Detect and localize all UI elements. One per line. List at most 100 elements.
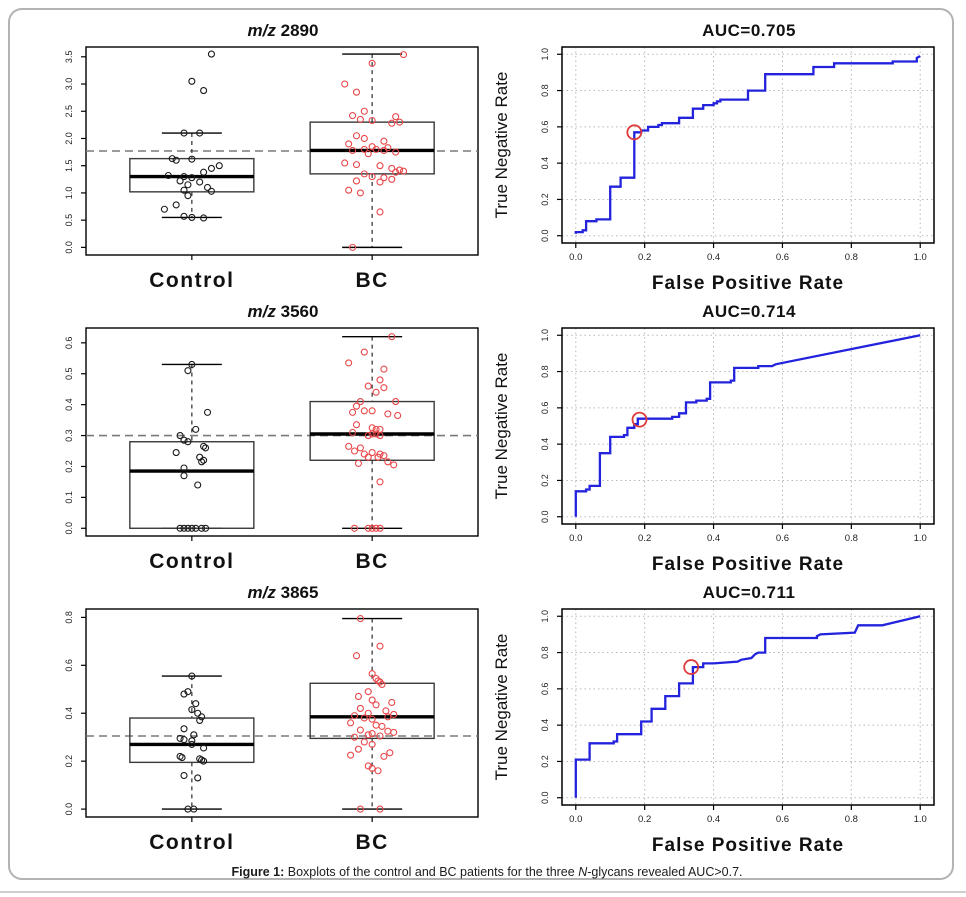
svg-text:0.1: 0.1 [64,491,74,504]
svg-text:0.6: 0.6 [540,683,550,696]
svg-text:0.2: 0.2 [64,460,74,473]
svg-text:0.6: 0.6 [776,252,789,263]
svg-text:0.4: 0.4 [540,157,550,170]
svg-text:0.6: 0.6 [776,814,789,825]
svg-text:0.2: 0.2 [638,533,651,544]
svg-text:BC: BC [355,550,388,573]
panel-roc-auc-0711: AUC=0.711 0.0 0.2 0.4 0.6 0.8 1.0 0.0 0.2 0.4 0.6… [490,582,950,863]
boxplot-title-mz-3865: m/z 3865 [24,582,490,603]
svg-text:0.0: 0.0 [64,241,74,254]
title-mz-number: 3865 [275,583,319,602]
svg-text:0.8: 0.8 [845,533,858,544]
svg-text:1.0: 1.0 [914,814,927,825]
boxplot-title-mz-2890: m/z 2890 [24,20,490,41]
svg-text:0.0: 0.0 [540,510,550,523]
svg-text:0.0: 0.0 [64,803,74,816]
svg-text:0.2: 0.2 [540,755,550,768]
svg-text:False Positive Rate: False Positive Rate [652,554,844,575]
panel-boxplot-mz-3865: m/z 3865 0.0 0.2 0.4 0.6 0.8 Control BC [24,582,490,863]
svg-text:0.6: 0.6 [540,121,550,134]
title-mz-italic: m/z [247,21,276,40]
svg-text:2.5: 2.5 [64,105,74,118]
svg-text:0.0: 0.0 [569,252,582,263]
svg-text:0.2: 0.2 [638,252,651,263]
svg-text:1.5: 1.5 [64,159,74,172]
svg-text:0.0: 0.0 [64,522,74,535]
svg-text:0.0: 0.0 [540,791,550,804]
svg-text:0.8: 0.8 [845,252,858,263]
svg-text:1.0: 1.0 [914,533,927,544]
svg-text:0.6: 0.6 [540,402,550,415]
svg-text:0.8: 0.8 [540,84,550,97]
svg-text:0.4: 0.4 [707,533,720,544]
page-bottom-divider [0,891,966,893]
roc-auc-0714-plot: 0.0 0.2 0.4 0.6 0.8 1.0 0.0 0.2 0.4 0.6 0.8 1.0 Fals… [492,327,935,575]
svg-text:1.0: 1.0 [540,48,550,61]
svg-text:0.5: 0.5 [64,214,74,227]
svg-text:0.4: 0.4 [64,707,74,720]
svg-text:0.2: 0.2 [64,755,74,768]
title-mz-number: 2890 [275,21,319,40]
svg-text:0.4: 0.4 [707,252,720,263]
svg-text:1.0: 1.0 [540,610,550,623]
title-mz-italic: m/z [247,302,276,321]
svg-text:BC: BC [355,269,388,292]
svg-text:Control: Control [149,269,234,292]
svg-text:BC: BC [355,831,388,854]
panel-boxplot-mz-3560: m/z 3560 0.0 0.1 0.2 0.3 0.4 0.5 0.6 Control BC [24,301,490,582]
svg-text:0.4: 0.4 [540,719,550,732]
boxplot-mz-2890-plot: 0.0 0.5 1.0 1.5 2.0 2.5 3.0 3.5 Control BC [64,46,479,292]
svg-text:1.0: 1.0 [64,187,74,200]
svg-text:Control: Control [149,550,234,573]
svg-text:True Negative Rate: True Negative Rate [492,72,511,219]
roc-title-auc-0705: AUC=0.705 [702,21,796,40]
roc-title-auc-0711: AUC=0.711 [702,583,796,602]
svg-text:0.2: 0.2 [540,474,550,487]
svg-text:True Negative Rate: True Negative Rate [492,353,511,500]
svg-text:0.2: 0.2 [638,814,651,825]
boxplot-mz-3560-plot: 0.0 0.1 0.2 0.3 0.4 0.5 0.6 Control BC [64,327,479,573]
panel-boxplot-mz-2890: m/z 2890 0.0 0.5 1.0 1.5 2.0 2.5 3.0 3.5 Control… [24,20,490,301]
svg-text:0.4: 0.4 [64,398,74,411]
svg-text:3.5: 3.5 [64,51,74,64]
svg-text:0.8: 0.8 [540,365,550,378]
roc-title-auc-0714: AUC=0.714 [702,302,796,321]
svg-text:False Positive Rate: False Positive Rate [652,835,844,856]
svg-text:True Negative Rate: True Negative Rate [492,634,511,781]
figure-card: m/z 2890 0.0 0.5 1.0 1.5 2.0 2.5 3.0 3.5 Control… [8,8,954,880]
svg-text:0.3: 0.3 [64,429,74,442]
svg-text:Control: Control [149,831,234,854]
svg-text:0.6: 0.6 [64,337,74,350]
svg-text:0.6: 0.6 [776,533,789,544]
roc-auc-0711-plot: 0.0 0.2 0.4 0.6 0.8 1.0 0.0 0.2 0.4 0.6 0.8 1.0 Fals… [492,608,935,856]
svg-text:0.8: 0.8 [64,611,74,624]
caption-n-italic: N [578,865,588,879]
svg-text:0.0: 0.0 [569,533,582,544]
panel-grid: m/z 2890 0.0 0.5 1.0 1.5 2.0 2.5 3.0 3.5 Control… [24,20,950,863]
caption-suffix: -glycans revealed AUC>0.7. [587,865,743,879]
svg-text:0.0: 0.0 [569,814,582,825]
svg-text:0.4: 0.4 [540,438,550,451]
svg-text:0.8: 0.8 [845,814,858,825]
svg-text:0.6: 0.6 [64,659,74,672]
svg-text:0.8: 0.8 [540,646,550,659]
boxplot-title-mz-3560: m/z 3560 [24,301,490,322]
svg-text:1.0: 1.0 [914,252,927,263]
svg-text:0.4: 0.4 [707,814,720,825]
caption-body: Boxplots of the control and BC patients … [284,865,579,879]
svg-text:3.0: 3.0 [64,78,74,91]
svg-text:2.0: 2.0 [64,132,74,145]
svg-text:0.2: 0.2 [540,193,550,206]
title-mz-number: 3560 [275,302,319,321]
boxplot-mz-3865-plot: 0.0 0.2 0.4 0.6 0.8 Control BC [64,608,479,854]
svg-text:0.0: 0.0 [540,229,550,242]
figure-caption: Figure 1: Boxplots of the control and BC… [24,865,950,879]
svg-text:0.5: 0.5 [64,367,74,380]
panel-roc-auc-0705: AUC=0.705 0.0 0.2 0.4 0.6 0.8 1.0 0.0 0.2 0.4 0.6… [490,20,950,301]
svg-text:1.0: 1.0 [540,329,550,342]
panel-roc-auc-0714: AUC=0.714 0.0 0.2 0.4 0.6 0.8 1.0 0.0 0.2 0.4 0.6… [490,301,950,582]
title-mz-italic: m/z [247,583,276,602]
caption-label: Figure 1: [231,865,285,879]
svg-text:False Positive Rate: False Positive Rate [652,273,844,294]
roc-auc-0705-plot: 0.0 0.2 0.4 0.6 0.8 1.0 0.0 0.2 0.4 0.6 0.8 1.0 Fals… [492,46,935,294]
